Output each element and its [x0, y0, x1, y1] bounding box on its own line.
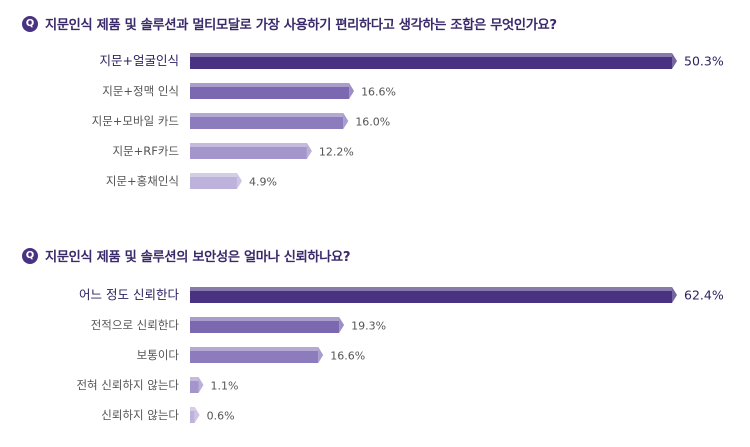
bar-highlight	[190, 377, 199, 381]
bar-highlight	[190, 83, 350, 87]
category-label: 전적으로 신뢰한다	[91, 318, 180, 332]
bar-end-cap	[343, 113, 349, 129]
category-label: 전혀 신뢰하지 않는다	[76, 378, 179, 392]
category-label: 지문+홍채인식	[106, 174, 179, 188]
chart-2-title: 지문인식 제품 및 솔루션의 보안성은 얼마나 신뢰하나요?	[45, 250, 351, 265]
bar-highlight	[190, 407, 195, 411]
bar-highlight	[190, 173, 237, 177]
category-label: 지문+정맥 인식	[102, 84, 179, 98]
bar-end-cap	[672, 53, 677, 69]
chart-1-bars: 지문+얼굴인식 50.3% 지문+정맥 인식 16.6% 지문+모바일 카드 16.0% 지…	[92, 53, 724, 189]
bar	[190, 407, 195, 423]
bar	[190, 377, 199, 393]
bar-end-cap	[318, 347, 324, 363]
value-label: 19.3%	[351, 320, 386, 333]
question-2: Q 지문인식 제품 및 솔루션의 보안성은 얼마나 신뢰하나요?	[22, 246, 351, 265]
value-label: 16.6%	[330, 350, 365, 363]
bar-end-cap	[198, 377, 204, 393]
category-label: 보통이다	[137, 348, 180, 362]
value-label: 1.1%	[210, 380, 238, 393]
category-label: 어느 정도 신뢰한다	[79, 287, 179, 302]
chart-1-title: 지문인식 제품 및 솔루션과 멀티모달로 가장 사용하기 편리하다고 생각하는 …	[45, 18, 557, 33]
value-label: 12.2%	[319, 146, 354, 159]
bar-end-cap	[349, 83, 355, 99]
bar-highlight	[190, 143, 307, 147]
value-label: 62.4%	[684, 288, 724, 303]
bar-end-cap	[194, 407, 200, 423]
value-label: 16.6%	[361, 86, 396, 99]
value-label: 4.9%	[249, 176, 277, 189]
category-label: 신뢰하지 않는다	[101, 408, 179, 422]
bar-end-cap	[236, 173, 242, 189]
bar-highlight	[190, 113, 344, 117]
category-label: 지문+모바일 카드	[92, 114, 179, 128]
value-label: 50.3%	[684, 54, 724, 69]
value-label: 0.6%	[207, 410, 235, 423]
bar-highlight	[190, 317, 340, 321]
bar-end-cap	[339, 317, 345, 333]
value-label: 16.0%	[355, 116, 390, 129]
question-badge: Q	[22, 247, 38, 264]
bar-end-cap	[672, 287, 677, 303]
question-badge: Q	[22, 15, 38, 32]
question-1: Q 지문인식 제품 및 솔루션과 멀티모달로 가장 사용하기 편리하다고 생각하…	[22, 14, 557, 33]
bar-highlight	[190, 53, 672, 57]
category-label: 지문+얼굴인식	[100, 53, 179, 68]
chart-2-bars: 어느 정도 신뢰한다 62.4% 전적으로 신뢰한다 19.3% 보통이다 16.6% 전혀…	[76, 287, 724, 423]
bar-highlight	[190, 287, 672, 291]
bar-highlight	[190, 347, 319, 351]
bar-end-cap	[306, 143, 312, 159]
category-label: 지문+RF카드	[112, 144, 179, 158]
